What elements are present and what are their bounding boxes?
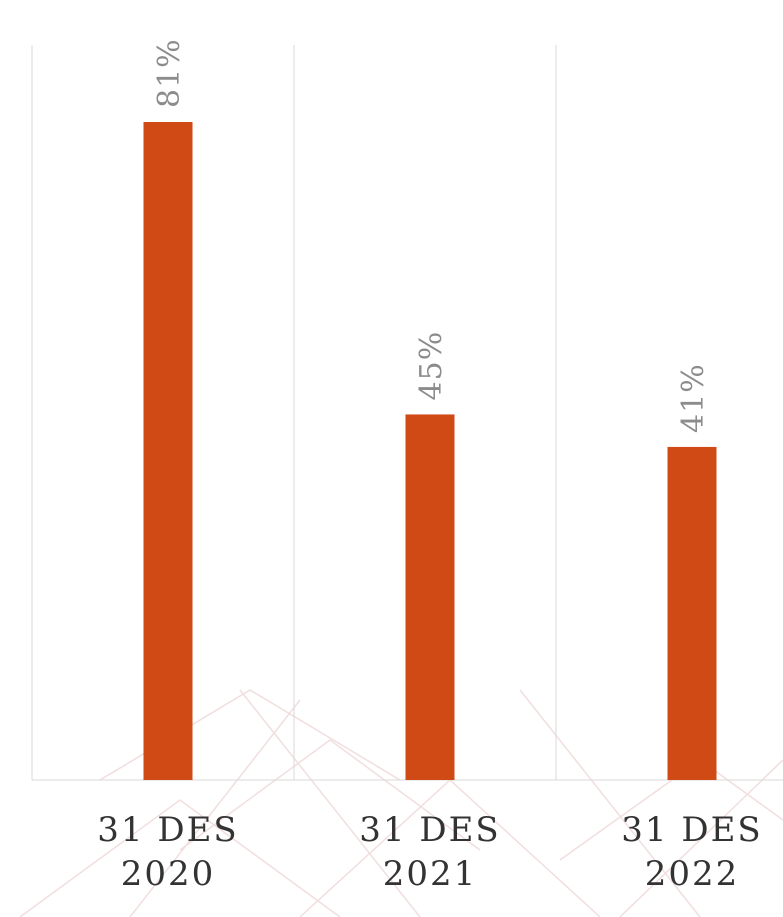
bar bbox=[143, 122, 193, 780]
data-label: 81% bbox=[152, 38, 187, 108]
x-tick-label: 31 DES 2022 bbox=[621, 810, 763, 894]
bar bbox=[405, 414, 455, 780]
bar bbox=[667, 446, 717, 780]
x-tick-label: 31 DES 2021 bbox=[359, 810, 501, 894]
data-label: 45% bbox=[414, 331, 449, 401]
data-label: 41% bbox=[676, 363, 711, 433]
x-tick-label: 31 DES 2020 bbox=[97, 810, 239, 894]
